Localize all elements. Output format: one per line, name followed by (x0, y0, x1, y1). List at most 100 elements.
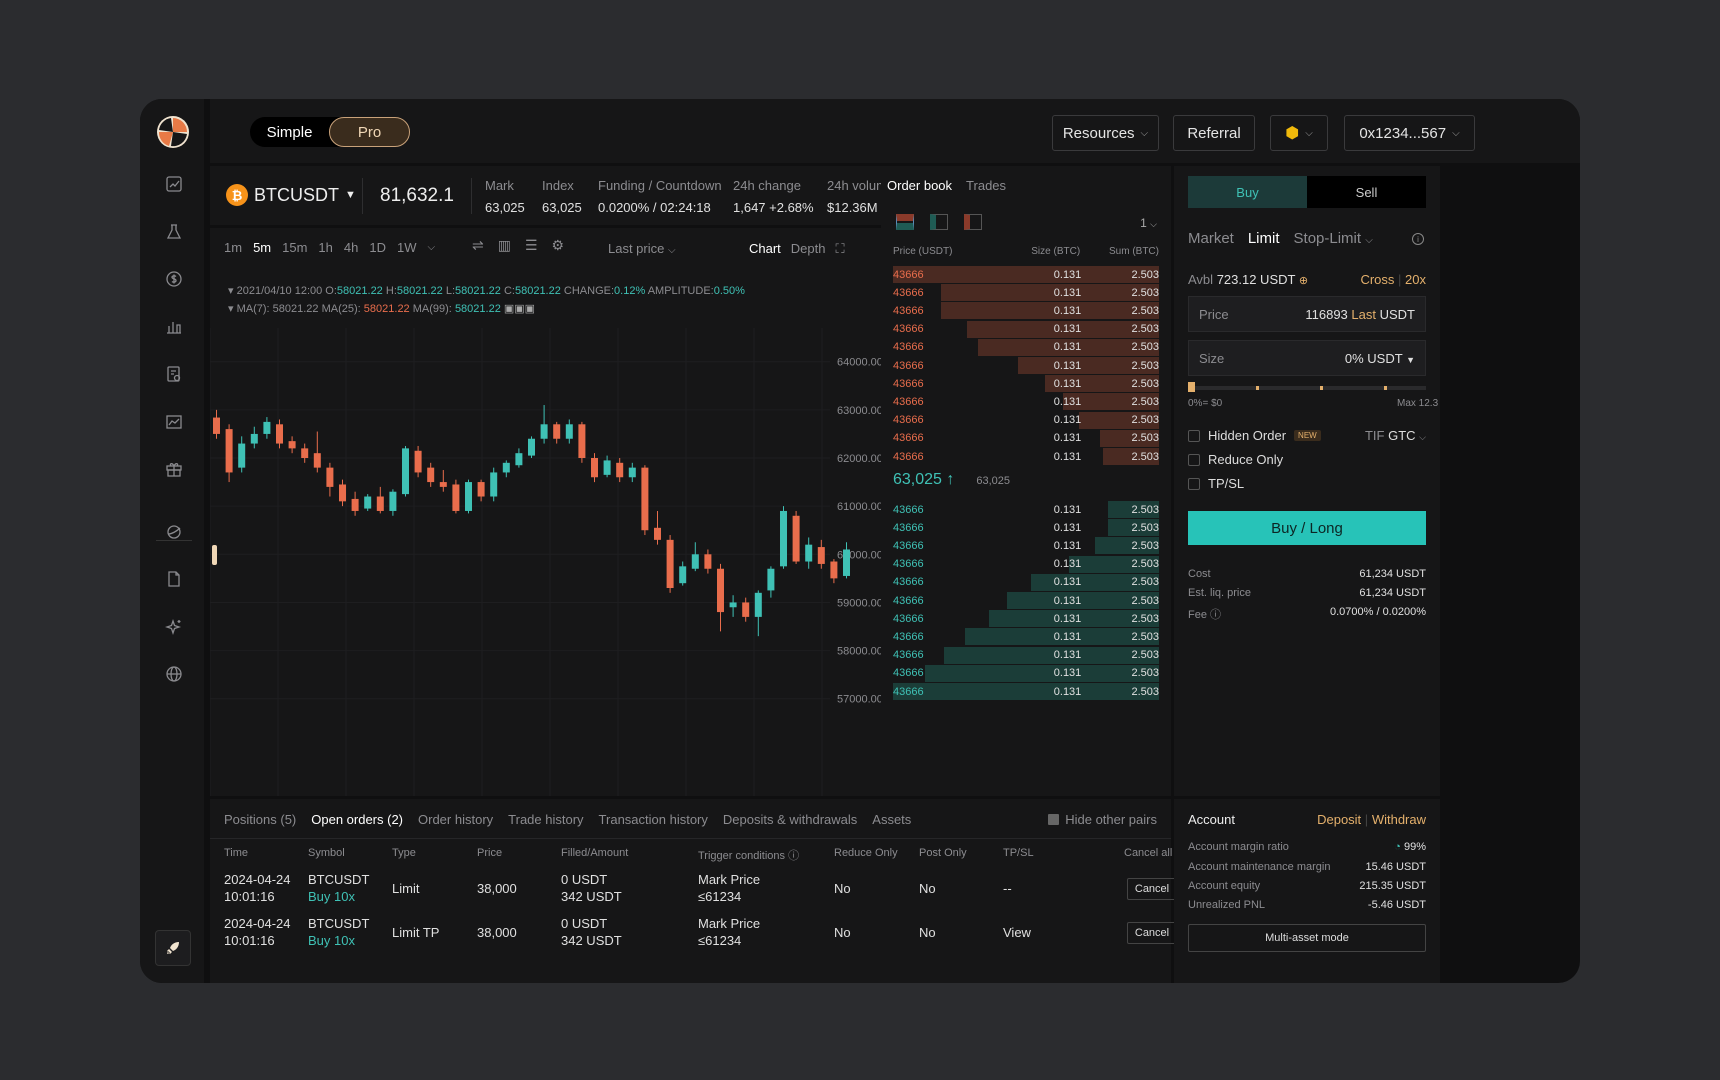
tif-dropdown[interactable]: TIF GTC ⌵ (1365, 428, 1426, 443)
flask-icon[interactable] (160, 218, 188, 246)
sell-tab[interactable]: Sell (1307, 176, 1426, 208)
deposit-link[interactable]: Deposit (1317, 812, 1362, 827)
size-slider[interactable] (1188, 386, 1426, 390)
indicator-icon[interactable]: ⇌ (472, 237, 484, 253)
price-source-dropdown[interactable]: Last price ⌵ (608, 241, 676, 256)
order-book-row[interactable]: 43666 0.131 2.503 (893, 266, 1159, 283)
order-book-row[interactable]: 43666 0.131 2.503 (893, 592, 1159, 609)
order-book-row[interactable]: 43666 0.131 2.503 (893, 338, 1159, 356)
chevron-down-icon[interactable]: ⌵ (427, 242, 436, 253)
list-icon[interactable]: ☰ (524, 237, 538, 253)
depth-view-button[interactable]: Depth (790, 241, 826, 256)
last-price-tag[interactable]: Last (1351, 306, 1376, 322)
symbol-selector[interactable]: ₿ BTCUSDT ▼ (226, 184, 356, 206)
candle-type-icon[interactable]: ▥ (497, 237, 511, 253)
checkbox-box[interactable] (1188, 453, 1200, 466)
order-book-row[interactable]: 43666 0.131 2.503 (893, 664, 1159, 682)
order-book-row[interactable]: 43666 0.131 2.503 (893, 573, 1159, 591)
order-book-row[interactable]: 43666 0.131 2.503 (893, 448, 1159, 465)
network-selector[interactable]: ⬢ ⌵ (1270, 115, 1328, 151)
tf-4h[interactable]: 4h (343, 240, 359, 255)
tab-order-history[interactable]: Order history (418, 812, 494, 827)
order-book-row[interactable]: 43666 0.131 2.503 (893, 646, 1159, 664)
mode-simple-button[interactable]: Simple (266, 123, 313, 141)
tf-1w[interactable]: 1W (396, 240, 417, 255)
order-book-row[interactable]: 43666 0.131 2.503 (893, 357, 1159, 374)
bids-only-icon[interactable] (930, 214, 948, 230)
asks-only-icon[interactable] (964, 214, 982, 230)
globe-icon[interactable] (160, 660, 188, 688)
tab-positions[interactable]: Positions (5) (224, 812, 297, 827)
tpsl-checkbox[interactable]: TP/SL (1188, 476, 1244, 491)
planet-icon[interactable] (160, 518, 188, 546)
tf-15m[interactable]: 15m (282, 240, 308, 255)
document-icon[interactable] (160, 565, 188, 593)
size-input[interactable]: Size 0% USDT ▼ (1188, 340, 1426, 376)
order-book-row[interactable]: 43666 0.131 2.503 (893, 628, 1159, 646)
reduce-only-checkbox[interactable]: Reduce Only (1188, 452, 1283, 467)
slider-handle[interactable] (1188, 382, 1195, 392)
settings-gear-icon[interactable]: ⚙ (551, 237, 565, 253)
checkbox-box[interactable] (1188, 429, 1200, 442)
order-book-row[interactable]: 43666 0.131 2.503 (893, 411, 1159, 429)
report-icon[interactable] (160, 360, 188, 388)
price-input[interactable]: Price 116893 Last USDT (1188, 296, 1426, 332)
caret-down-icon[interactable]: ▼ (1406, 354, 1415, 365)
tab-open-orders[interactable]: Open orders (2) (311, 812, 404, 827)
cancel-order-button[interactable]: Cancel (1127, 922, 1177, 944)
tf-1m[interactable]: 1m (224, 240, 243, 255)
order-book-row[interactable]: 43666 0.131 2.503 (893, 501, 1159, 518)
info-icon[interactable]: ⓘ (1210, 609, 1222, 621)
bank-icon[interactable] (160, 313, 188, 341)
candlestick-chart[interactable]: 64000.0063000.0062000.0061000.0060000.00… (210, 328, 893, 796)
tab-trade-history[interactable]: Trade history (508, 812, 584, 827)
order-book-row[interactable]: 43666 0.131 2.503 (893, 610, 1159, 628)
order-book-row[interactable]: 43666 0.131 2.503 (893, 683, 1159, 700)
tf-1d[interactable]: 1D (369, 240, 386, 255)
margin-mode-button[interactable]: Cross (1360, 272, 1395, 287)
tf-1h[interactable]: 1h (318, 240, 333, 255)
fullscreen-icon[interactable]: ⛶ (835, 241, 845, 256)
tab-transaction-history[interactable]: Transaction history (598, 812, 708, 827)
referral-button[interactable]: Referral (1173, 115, 1255, 151)
checkbox-box[interactable] (1188, 477, 1200, 490)
order-book-row[interactable]: 43666 0.131 2.503 (893, 284, 1159, 302)
cancel-all-button[interactable]: Cancel all (1124, 847, 1173, 859)
resources-dropdown[interactable]: Resources ⌵ (1052, 115, 1159, 151)
rocket-icon[interactable] (155, 930, 191, 966)
precision-dropdown[interactable]: 1 ⌵ (1140, 216, 1157, 230)
logo[interactable] (157, 116, 189, 148)
hidden-order-checkbox[interactable]: Hidden Order NEW (1188, 428, 1321, 443)
cancel-order-button[interactable]: Cancel (1127, 878, 1177, 900)
tab-market[interactable]: Market (1188, 230, 1234, 247)
leverage-button[interactable]: 20x (1405, 272, 1426, 287)
mode-pro-button[interactable]: Pro (329, 117, 410, 147)
buy-tab[interactable]: Buy (1188, 176, 1307, 208)
gift-icon[interactable] (160, 455, 188, 483)
order-book-row[interactable]: 43666 0.131 2.503 (893, 429, 1159, 447)
checkbox-box[interactable] (1048, 814, 1060, 825)
order-book-row[interactable]: 43666 0.131 2.503 (893, 537, 1159, 555)
dollar-icon[interactable] (160, 265, 188, 293)
hide-other-pairs-checkbox[interactable]: Hide other pairs (1048, 812, 1157, 827)
info-icon[interactable]: i (1412, 233, 1424, 245)
chart-view-button[interactable]: Chart (749, 241, 781, 256)
order-book-row[interactable]: 43666 0.131 2.503 (893, 302, 1159, 320)
tab-limit[interactable]: Limit (1247, 230, 1280, 247)
info-icon[interactable]: ⓘ (788, 850, 800, 862)
collapse-icon[interactable]: ▾ (228, 285, 234, 297)
chart-icon[interactable] (160, 170, 188, 198)
scroll-handle[interactable] (212, 545, 217, 565)
collapse-icon[interactable]: ▾ (228, 303, 234, 315)
buy-long-button[interactable]: Buy / Long (1188, 511, 1426, 545)
view-tpsl-link[interactable]: View (1003, 925, 1031, 940)
both-sides-icon[interactable] (896, 214, 914, 230)
order-book-row[interactable]: 43666 0.131 2.503 (893, 375, 1159, 393)
order-book-row[interactable]: 43666 0.131 2.503 (893, 393, 1159, 411)
tab-deposits-withdrawals[interactable]: Deposits & withdrawals (722, 812, 858, 827)
tab-order-book[interactable]: Order book (887, 178, 953, 193)
tf-5m[interactable]: 5m (253, 240, 272, 255)
tab-assets[interactable]: Assets (872, 812, 912, 827)
tab-trades[interactable]: Trades (966, 178, 1007, 193)
order-book-row[interactable]: 43666 0.131 2.503 (893, 555, 1159, 573)
